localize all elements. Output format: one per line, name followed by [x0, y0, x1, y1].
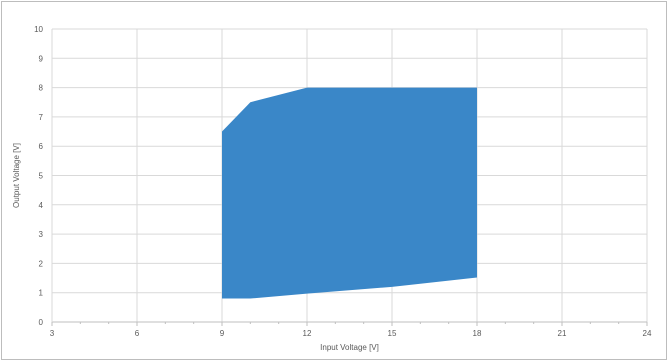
y-tick-label: 2 [39, 259, 44, 268]
x-tick-label: 24 [643, 329, 652, 338]
y-tick-label: 9 [39, 54, 44, 63]
y-tick-label: 5 [39, 172, 44, 181]
operating-area [222, 87, 477, 299]
x-tick-label: 12 [303, 329, 312, 338]
x-tick-label: 6 [135, 329, 140, 338]
y-axis-title: Output Voltage [V] [12, 143, 21, 208]
y-tick-label: 8 [39, 84, 44, 93]
y-tick-label: 0 [39, 318, 44, 327]
y-tick-label: 7 [39, 113, 44, 122]
y-tick-label: 6 [39, 142, 44, 151]
y-tick-label: 1 [39, 289, 44, 298]
x-tick-label: 3 [50, 329, 55, 338]
y-tick-label: 3 [39, 230, 44, 239]
x-tick-label: 15 [388, 329, 397, 338]
x-tick-label: 21 [558, 329, 567, 338]
x-tick-label: 9 [220, 329, 225, 338]
x-axis-title: Input Voltage [V] [320, 343, 379, 352]
y-tick-label: 4 [39, 201, 44, 210]
y-tick-label: 10 [34, 25, 43, 34]
x-tick-label: 18 [473, 329, 482, 338]
axis-layer [51, 29, 648, 326]
area-layer [222, 87, 477, 299]
